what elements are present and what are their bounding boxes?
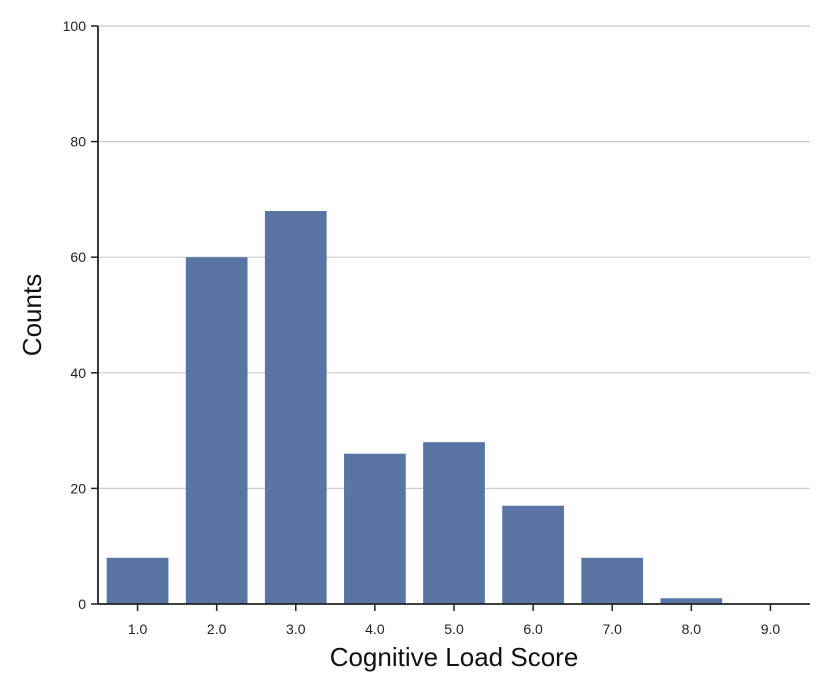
bar-1.0 xyxy=(106,557,169,604)
x-tick-label: 9.0 xyxy=(761,621,781,637)
x-tick-label: 3.0 xyxy=(286,621,306,637)
y-tick-label: 20 xyxy=(70,480,86,496)
bar-7.0 xyxy=(581,557,644,604)
x-tick-label: 2.0 xyxy=(207,621,227,637)
x-tick-label: 1.0 xyxy=(128,621,148,637)
x-tick-label: 7.0 xyxy=(602,621,622,637)
bar-6.0 xyxy=(502,505,564,604)
x-tick-label: 5.0 xyxy=(444,621,464,637)
x-ticks: 1.0 2.0 3.0 4.0 5.0 6.0 7.0 8.0 9.0 xyxy=(128,604,781,637)
y-tick-label: 60 xyxy=(70,249,86,265)
bar-3.0 xyxy=(264,210,327,604)
x-tick-label: 6.0 xyxy=(523,621,543,637)
y-tick-label: 40 xyxy=(70,365,86,381)
x-tick-label: 8.0 xyxy=(682,621,702,637)
y-tick-label: 80 xyxy=(70,134,86,150)
bars xyxy=(106,210,723,604)
y-axis-title: Counts xyxy=(17,274,47,356)
y-tick-label: 100 xyxy=(63,18,87,34)
x-tick-label: 4.0 xyxy=(365,621,385,637)
bar-5.0 xyxy=(423,442,485,604)
bar-8.0 xyxy=(660,598,723,604)
x-axis-title: Cognitive Load Score xyxy=(330,642,579,672)
y-ticks: 0 20 40 60 80 100 xyxy=(63,18,98,612)
bar-2.0 xyxy=(185,257,248,604)
y-tick-label: 0 xyxy=(78,596,86,612)
bar-4.0 xyxy=(344,453,406,604)
